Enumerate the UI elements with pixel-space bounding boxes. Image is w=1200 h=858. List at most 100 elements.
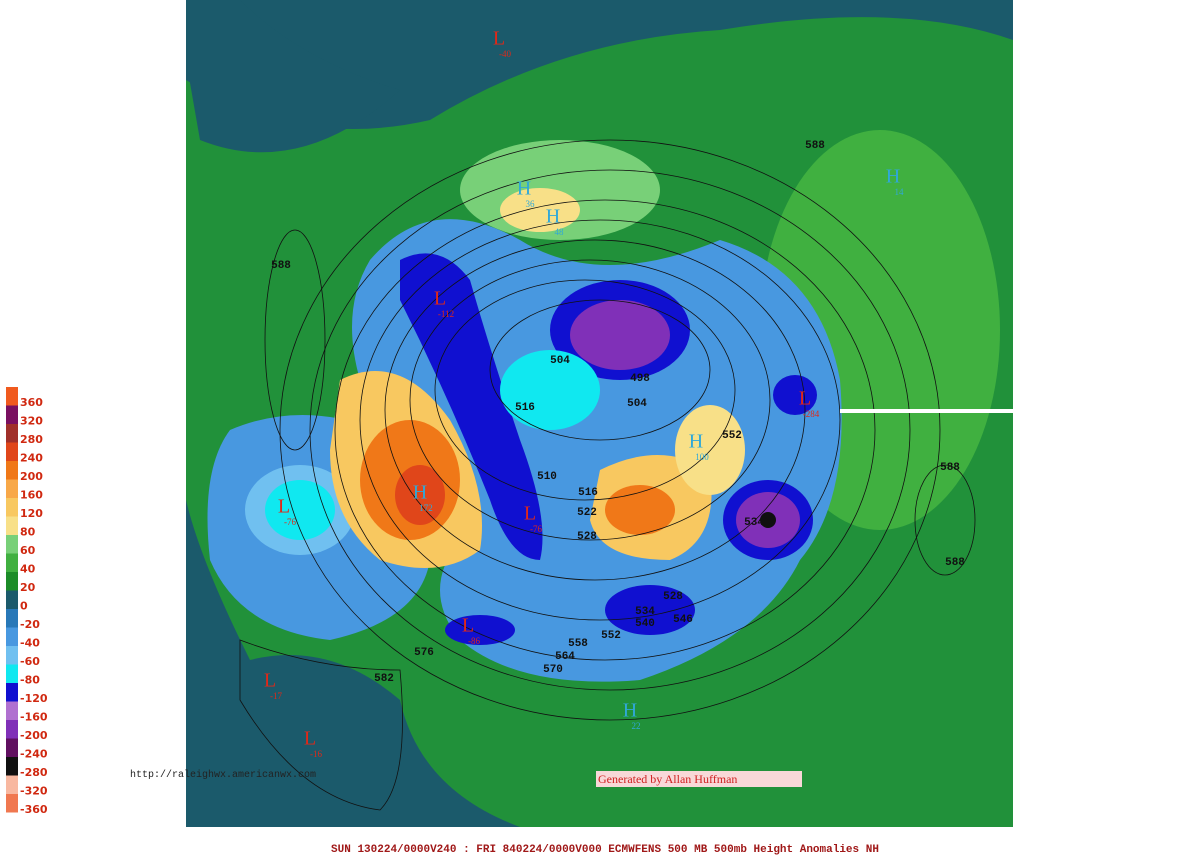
legend-label: -360 [20,803,48,816]
anomaly-area [186,0,400,153]
pressure-center: L [799,388,811,410]
legend-swatch [6,646,18,665]
legend: 360320280240200160120806040200-20-40-60-… [6,387,48,816]
legend-swatch [6,683,18,702]
legend-label: 60 [20,544,36,557]
legend-label: 20 [20,581,36,594]
legend-label: -60 [20,655,40,668]
anomaly-area [500,188,580,232]
pressure-center: L [278,496,290,518]
contour-label: 516 [578,487,598,499]
anomaly-area [265,480,335,540]
center-value: 172 [419,503,433,513]
legend-label: -320 [20,785,48,798]
legend-swatch [6,479,18,498]
center-value: -17 [270,691,282,701]
legend-swatch [6,572,18,591]
legend-label: 200 [20,470,43,483]
legend-swatch [6,794,18,813]
legend-swatch [6,590,18,609]
legend-label: 320 [20,415,43,428]
center-value: -40 [499,49,511,59]
pressure-center: L [462,615,474,637]
contour-label: 588 [805,140,825,152]
legend-label: 80 [20,526,36,539]
legend-label: -80 [20,674,40,687]
contour-label: 498 [630,373,650,385]
center-value: -86 [468,636,480,646]
contour-label: 558 [568,638,588,650]
legend-label: -40 [20,637,40,650]
contour-label: 504 [627,398,647,410]
legend-swatch [6,775,18,794]
contour-label: 504 [550,355,570,367]
legend-swatch [6,424,18,443]
contour-label: 528 [577,531,597,543]
contour-label: 534 [744,517,764,529]
center-value: 14 [895,187,905,197]
pressure-center: H [413,482,427,504]
anomaly-area [675,405,745,495]
legend-label: -120 [20,692,48,705]
contour-label: 510 [537,471,557,483]
legend-label: 40 [20,563,36,576]
legend-swatch [6,664,18,683]
contour-label: 588 [945,557,965,569]
legend-swatch [6,405,18,424]
credit-box [596,771,802,787]
contour-label: 576 [414,647,434,659]
pressure-center: L [434,288,446,310]
legend-label: -20 [20,618,40,631]
pressure-center: H [886,166,900,188]
legend-label: 280 [20,433,43,446]
map-labels: 5885885044985045165525885105165225285345… [264,28,965,759]
legend-label: -200 [20,729,48,742]
pressure-center: H [689,431,703,453]
legend-label: 160 [20,489,43,502]
legend-label: 360 [20,396,43,409]
legend-swatch [6,701,18,720]
contour-label: 570 [543,664,563,676]
legend-swatch [6,498,18,517]
anomaly-area [605,585,695,635]
contour-label: 540 [635,618,655,630]
pressure-center: L [493,28,505,50]
anomaly-area [445,615,515,645]
legend-swatch [6,757,18,776]
legend-swatch [6,627,18,646]
anomaly-area [570,300,670,370]
pressure-center: L [524,503,536,525]
contour-label: 588 [271,260,291,272]
legend-label: -160 [20,711,48,724]
legend-swatch [6,553,18,572]
legend-swatch [6,442,18,461]
source-url: http://raleighwx.americanwx.com [130,769,316,781]
legend-label: 0 [20,600,28,613]
center-value: 100 [695,452,709,462]
legend-swatch [6,720,18,739]
pressure-center: L [304,728,316,750]
contour-label: 516 [515,402,535,414]
pressure-center: H [546,206,560,228]
pressure-center: L [264,670,276,692]
center-value: -76 [284,517,296,527]
contour-label: 582 [374,673,394,685]
anomaly-area [760,512,776,528]
legend-label: 120 [20,507,43,520]
center-value: -76 [530,524,542,534]
map [186,0,1013,827]
contour-label: 564 [555,651,575,663]
anomaly-area [395,465,445,525]
contour-label: 546 [673,614,693,626]
center-value: -112 [438,309,454,319]
center-value: -16 [310,749,322,759]
legend-label: -240 [20,748,48,761]
footer-title: SUN 130224/0000V240 : FRI 840224/0000V00… [331,844,879,856]
contour-label: 534 [635,606,655,618]
legend-swatch [6,609,18,628]
contour-label: 522 [577,507,597,519]
legend-label: 240 [20,452,43,465]
contour-label: 528 [663,591,683,603]
